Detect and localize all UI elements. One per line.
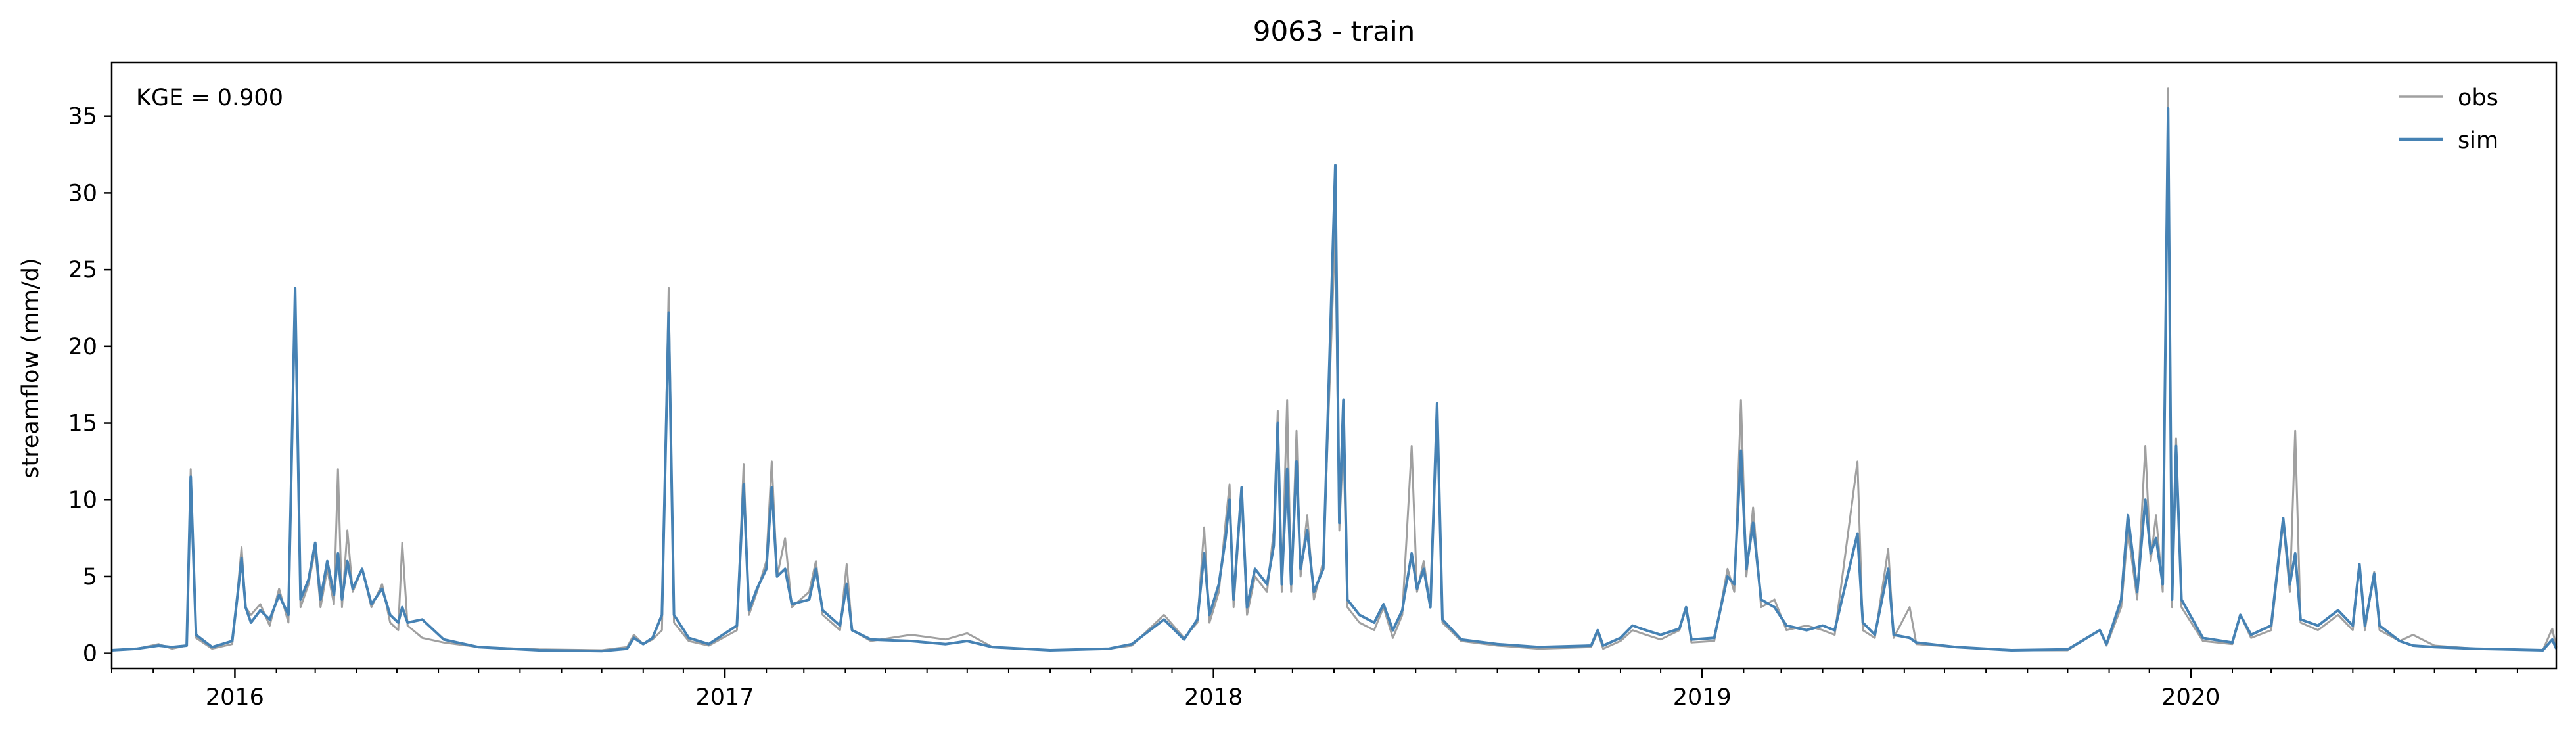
x-axis: 2016 2017 2018 2019 2020: [111, 669, 2518, 711]
legend: obs sim: [2399, 85, 2498, 154]
obs-series: [111, 87, 2558, 652]
y-tick-label: 20: [68, 334, 97, 360]
kge-annotation: KGE = 0.900: [136, 85, 283, 111]
y-tick-label: 5: [83, 564, 97, 590]
x-tick-label: 2016: [206, 684, 264, 711]
y-tick-label: 10: [68, 487, 97, 513]
y-axis: 0 5 10 15 20 25 30 35: [68, 104, 112, 667]
y-tick-label: 25: [68, 257, 97, 283]
y-tick-label: 15: [68, 411, 97, 437]
y-tick-label: 0: [83, 641, 97, 667]
chart-title: 9063 - train: [1253, 15, 1415, 47]
sim-line: [111, 107, 2558, 653]
plot-area: [112, 62, 2556, 669]
y-axis-title: streamflow (mm/d): [18, 258, 44, 478]
legend-sim-label: sim: [2458, 128, 2498, 154]
x-tick-label: 2018: [1184, 684, 1243, 711]
x-tick-label: 2017: [696, 684, 754, 711]
x-tick-label: 2020: [2161, 684, 2220, 711]
y-tick-label: 30: [68, 180, 97, 206]
x-tick-label: 2019: [1673, 684, 1732, 711]
y-tick-label: 35: [68, 104, 97, 130]
legend-obs-label: obs: [2458, 85, 2498, 111]
obs-line: [111, 87, 2558, 652]
sim-series: [111, 107, 2558, 653]
